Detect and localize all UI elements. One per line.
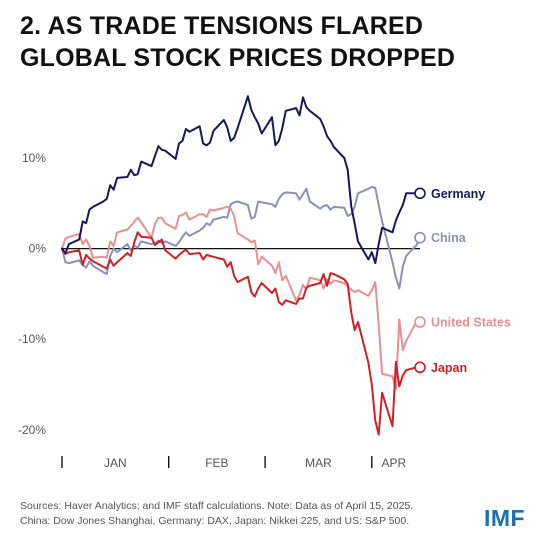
stock-price-line-chart: 10% 0% -10% -20% JAN FEB MAR APR China United S… (18, 95, 511, 470)
x-tick-label: FEB (205, 456, 228, 470)
y-tick-label: -10% (18, 332, 46, 346)
series-label-china: China (431, 231, 467, 245)
y-tick-label: -20% (18, 423, 46, 437)
series-label-united-states: United States (431, 316, 511, 330)
series-endpoint-china (414, 231, 426, 244)
source-note-line-1: Sources: Haver Analytics; and IMF staff … (20, 500, 414, 512)
chart-title: 2. AS TRADE TENSIONS FLARED GLOBAL STOCK… (20, 10, 455, 74)
series-endpoint-united-states (414, 316, 426, 328)
series-endpoint-germany (414, 187, 426, 200)
series-line-united-states (61, 205, 421, 391)
series-endpoint-japan (414, 361, 426, 374)
source-note-line-2: China: Dow Jones Shanghai, Germany: DAX,… (20, 515, 410, 527)
y-tick-label: 10% (22, 151, 46, 165)
series-labels: China United States Japan Germany (414, 187, 511, 375)
y-axis: 10% 0% -10% -20% (18, 151, 46, 437)
x-tick-label: MAR (305, 456, 332, 470)
source-note: Sources: Haver Analytics; and IMF staff … (20, 499, 460, 529)
title-line-2: GLOBAL STOCK PRICES DROPPED (20, 44, 456, 72)
series-line-japan (61, 231, 421, 436)
y-tick-label: 0% (29, 242, 47, 256)
x-axis: JAN FEB MAR APR (61, 456, 406, 470)
series-layer (61, 95, 421, 436)
series-line-germany (61, 95, 421, 265)
title-line-1: 2. AS TRADE TENSIONS FLARED (20, 12, 424, 40)
x-tick-label: APR (381, 456, 406, 470)
series-label-germany: Germany (431, 187, 485, 201)
series-label-japan: Japan (431, 361, 467, 375)
x-tick-label: JAN (104, 456, 127, 470)
series-line-china (61, 186, 421, 290)
imf-logo: IMF (484, 505, 526, 531)
